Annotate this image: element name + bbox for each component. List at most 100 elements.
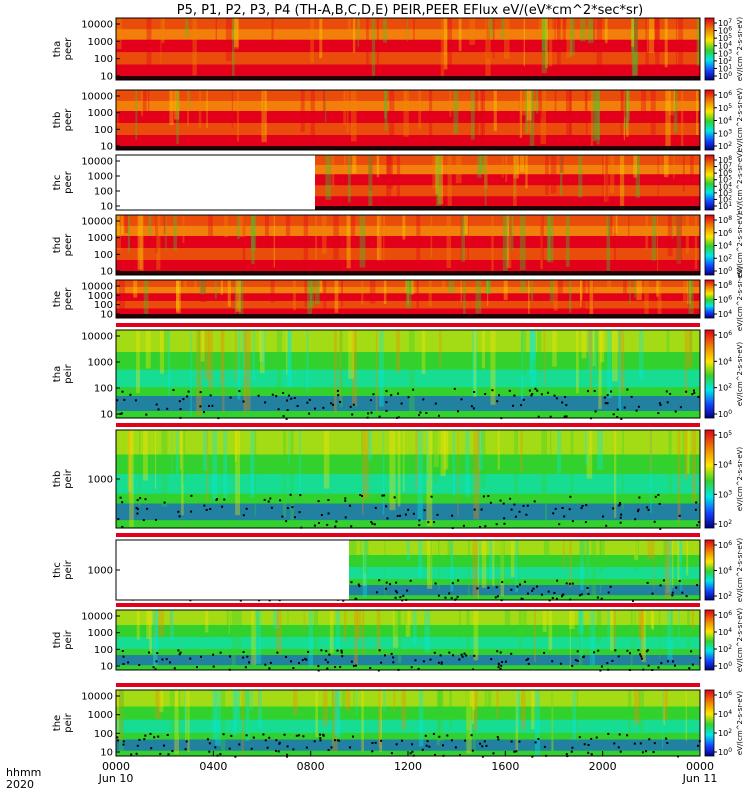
time-streak bbox=[383, 18, 387, 43]
x-date-label-start: Jun 10 bbox=[98, 772, 134, 785]
noise-speckle bbox=[659, 584, 662, 587]
noise-speckle bbox=[290, 660, 292, 663]
time-streak bbox=[288, 330, 291, 378]
time-streak bbox=[378, 690, 382, 748]
noise-speckle bbox=[695, 501, 698, 504]
time-streak bbox=[276, 330, 283, 393]
time-streak bbox=[346, 215, 351, 269]
noise-speckle bbox=[556, 579, 559, 582]
time-streak bbox=[509, 215, 514, 251]
time-streak bbox=[142, 90, 147, 118]
panel-tha-peir: thapeir 10000 1000 100 10 106 104 102 100 eV/(cm^… bbox=[52, 323, 744, 421]
noise-speckle bbox=[322, 406, 325, 409]
time-streak bbox=[189, 90, 191, 109]
energy-band bbox=[116, 637, 700, 649]
time-streak bbox=[634, 18, 638, 52]
time-streak bbox=[347, 155, 351, 203]
noise-speckle bbox=[571, 664, 574, 667]
noise-speckle bbox=[561, 507, 564, 509]
time-streak bbox=[676, 18, 678, 70]
noise-speckle bbox=[657, 666, 660, 669]
time-streak bbox=[397, 430, 401, 507]
time-streak bbox=[519, 90, 523, 138]
time-streak bbox=[118, 690, 124, 740]
time-streak bbox=[500, 540, 505, 584]
time-streak bbox=[657, 155, 659, 209]
time-streak bbox=[154, 610, 156, 667]
time-streak bbox=[276, 610, 282, 654]
time-streak bbox=[135, 90, 138, 140]
noise-speckle bbox=[607, 732, 610, 735]
time-streak bbox=[541, 18, 548, 40]
colorbar-tick-label: 105 bbox=[718, 175, 732, 185]
colorbar-label: eV/(cm^2-s-sr-eV) bbox=[736, 447, 744, 512]
time-streak bbox=[234, 330, 237, 381]
noise-speckle bbox=[384, 654, 386, 657]
time-streak bbox=[376, 610, 381, 652]
noise-speckle bbox=[481, 755, 484, 758]
noise-speckle bbox=[130, 753, 133, 756]
colorbar-tick-label: 100 bbox=[718, 747, 732, 757]
time-streak bbox=[503, 280, 508, 300]
energy-band bbox=[116, 90, 700, 101]
time-streak bbox=[557, 280, 563, 294]
noise-speckle bbox=[639, 653, 642, 656]
y-axis-label: thcpeer bbox=[52, 170, 74, 194]
noise-speckle bbox=[291, 506, 294, 509]
noise-speckle bbox=[286, 409, 289, 411]
noise-speckle bbox=[136, 512, 139, 515]
time-streak bbox=[645, 18, 649, 75]
noise-speckle bbox=[172, 389, 175, 391]
time-streak bbox=[688, 280, 694, 315]
time-streak bbox=[631, 18, 635, 47]
time-streak bbox=[185, 18, 189, 37]
noise-speckle bbox=[510, 652, 513, 655]
noise-speckle bbox=[433, 521, 435, 524]
low-energy-edge bbox=[116, 76, 700, 80]
time-streak bbox=[395, 330, 401, 373]
time-streak bbox=[139, 430, 141, 506]
noise-speckle bbox=[357, 583, 360, 586]
time-streak bbox=[183, 280, 187, 294]
noise-speckle bbox=[620, 513, 623, 516]
time-streak bbox=[176, 90, 179, 144]
time-streak bbox=[232, 690, 237, 736]
time-streak bbox=[363, 430, 369, 499]
noise-speckle bbox=[481, 745, 484, 748]
energy-band bbox=[116, 430, 700, 455]
time-streak bbox=[580, 540, 584, 590]
noise-speckle bbox=[334, 525, 337, 528]
time-streak bbox=[357, 18, 360, 37]
low-energy-edge bbox=[116, 314, 700, 318]
time-streak bbox=[334, 280, 339, 313]
time-streak bbox=[389, 90, 395, 139]
panel-frame bbox=[115, 154, 701, 211]
noise-speckle bbox=[580, 593, 583, 596]
noise-speckle bbox=[596, 596, 599, 599]
y-tick-label: 10 bbox=[100, 202, 113, 213]
noise-speckle bbox=[653, 742, 656, 745]
time-streak bbox=[363, 540, 369, 574]
time-streak bbox=[368, 155, 373, 207]
time-streak bbox=[689, 280, 692, 299]
time-streak bbox=[438, 540, 440, 591]
time-streak bbox=[502, 215, 508, 272]
noise-speckle bbox=[386, 517, 389, 520]
time-streak bbox=[421, 330, 426, 374]
colorbar-tick-label: 104 bbox=[718, 356, 732, 366]
noise-speckle bbox=[190, 510, 193, 513]
time-streak bbox=[323, 280, 327, 313]
time-streak bbox=[155, 430, 157, 489]
energy-band bbox=[116, 100, 700, 111]
time-streak bbox=[258, 690, 262, 728]
time-streak bbox=[331, 690, 334, 746]
y-axis-label: thcpeir bbox=[52, 559, 74, 579]
time-streak bbox=[587, 430, 589, 475]
noise-speckle bbox=[407, 508, 410, 511]
time-streak bbox=[405, 610, 411, 637]
noise-speckle bbox=[349, 405, 352, 408]
noise-speckle bbox=[597, 649, 600, 652]
time-streak bbox=[435, 155, 439, 195]
noise-speckle bbox=[378, 415, 381, 418]
time-streak bbox=[589, 610, 591, 667]
